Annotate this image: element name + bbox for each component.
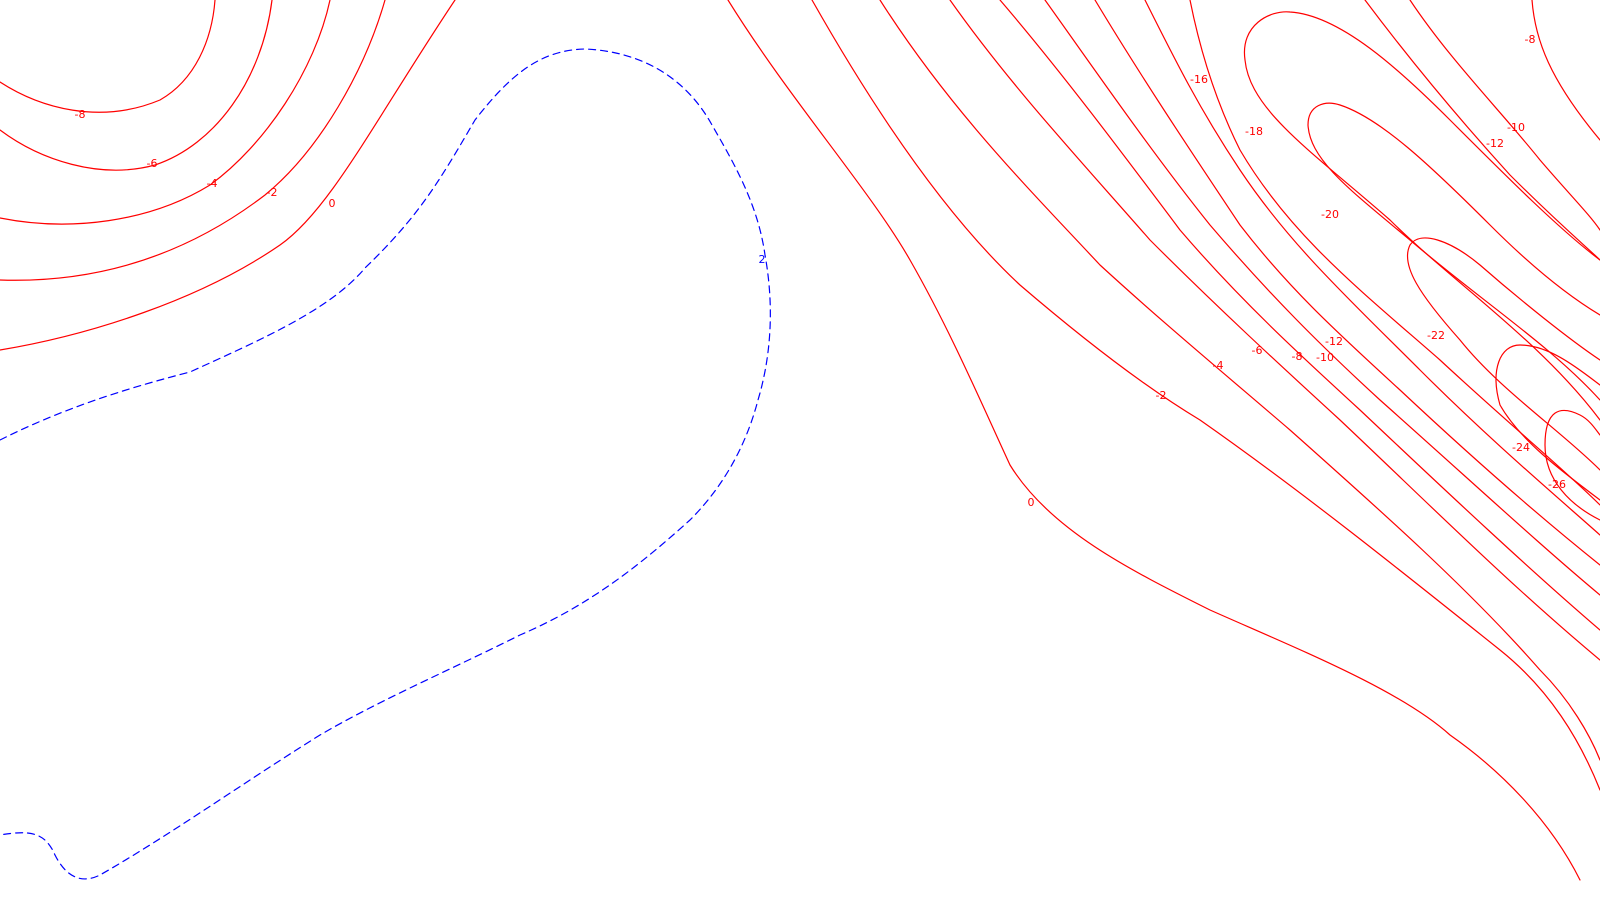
- right-contour-group: [727, 0, 1600, 881]
- contour-line-neg-4-ul: [0, 0, 331, 225]
- contour-line-neg-6-ul: [0, 0, 273, 171]
- contour-label: -6: [147, 157, 158, 170]
- upper-left-contour-group: [0, 0, 456, 351]
- contour-label: -20: [1321, 208, 1339, 221]
- contour-label: -4: [1213, 359, 1224, 372]
- contour-line-neg-14-right: [1144, 0, 1600, 536]
- contour-line-neg-2-ul: [0, 0, 386, 281]
- contour-label: -2: [1156, 389, 1167, 402]
- contour-line-neg-16-right: [1189, 0, 1600, 506]
- contour-line-neg-2-right: [811, 0, 1600, 791]
- contour-line-neg-12-right: [1094, 0, 1600, 566]
- contour-label: -16: [1190, 73, 1208, 86]
- contour-line-neg-18-right: [1243, 11, 1600, 421]
- contour-label: -22: [1427, 329, 1445, 342]
- contour-line-pos-2: [0, 48, 771, 880]
- contour-line-neg-22-right: [1406, 237, 1600, 471]
- contour-label: -8: [75, 108, 86, 121]
- contour-label: -10: [1316, 351, 1334, 364]
- contour-label: 0: [1028, 496, 1035, 509]
- contour-label: -10: [1507, 121, 1525, 134]
- contour-label: -12: [1325, 335, 1343, 348]
- contour-line-neg-12-tr: [1364, 0, 1600, 261]
- contour-label: 2: [759, 253, 766, 266]
- contour-label: -26: [1548, 478, 1566, 491]
- contour-label: -8: [1525, 33, 1536, 46]
- contour-line-neg-10-tr: [1409, 0, 1600, 231]
- contour-label-group: -8 -6 -4 -2 0 2 0 -2 -4 -6 -8 -10 -12 -1…: [75, 33, 1566, 509]
- contour-line-neg-20-right: [1307, 102, 1600, 401]
- contour-label: -8: [1292, 350, 1303, 363]
- contour-label: 0: [329, 197, 336, 210]
- contour-label: -2: [267, 186, 278, 199]
- contour-label: -24: [1512, 441, 1530, 454]
- contour-line-neg-8-right: [999, 0, 1600, 631]
- contour-line-neg-10-right: [1044, 0, 1600, 596]
- contour-line-neg-8-ul: [0, 0, 216, 113]
- contour-line-neg-4-right: [879, 0, 1600, 761]
- contour-line-neg-24-right: [1495, 344, 1600, 501]
- contour-label: -12: [1486, 137, 1504, 150]
- contour-line-zero-right: [727, 0, 1581, 881]
- contour-line-zero-ul: [0, 0, 456, 351]
- contour-line-neg-8-tr: [1531, 0, 1600, 141]
- contour-label: -6: [1252, 344, 1263, 357]
- contour-label: -18: [1245, 125, 1263, 138]
- contour-line-neg-26-right: [1544, 409, 1600, 521]
- contour-line-neg-6-right: [949, 0, 1600, 661]
- contour-label: -4: [207, 177, 218, 190]
